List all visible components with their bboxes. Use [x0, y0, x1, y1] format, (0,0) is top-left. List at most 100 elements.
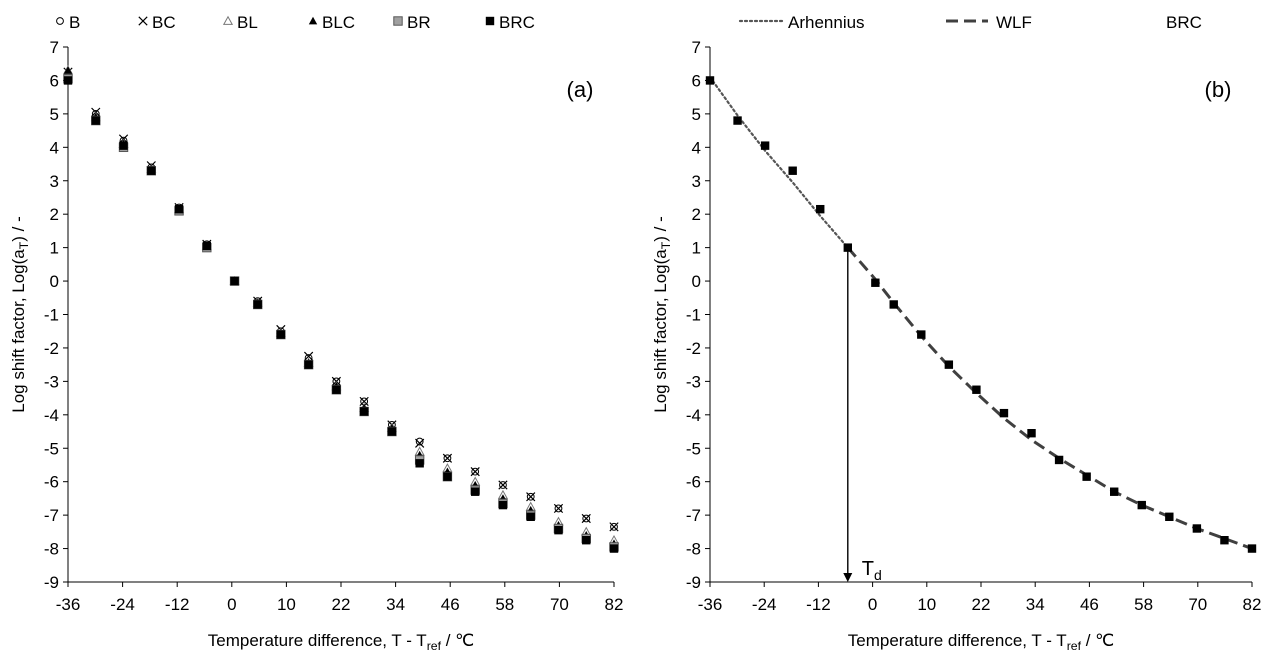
- x-tick-label: -12: [165, 595, 190, 614]
- series-B: [64, 69, 618, 531]
- x-tick-label: 58: [1134, 595, 1153, 614]
- y-tick-label: -1: [686, 306, 701, 325]
- y-tick-label: -9: [44, 573, 59, 592]
- point-BRC: [526, 512, 535, 521]
- legend-label-BR: BR: [407, 13, 431, 32]
- point-BRC: [304, 360, 313, 369]
- x-tick-label: 70: [550, 595, 569, 614]
- point-BRC: [816, 204, 825, 214]
- panel-label-b: (b): [1205, 77, 1232, 102]
- x-tick-label: 70: [1188, 595, 1207, 614]
- point-BRC: [582, 536, 591, 545]
- y-tick-label: -9: [686, 573, 701, 592]
- y-tick-label: 4: [50, 138, 59, 157]
- point-BRC: [1054, 455, 1064, 465]
- point-BRC: [889, 300, 898, 309]
- y-tick-label: -6: [686, 473, 701, 492]
- point-BRC: [1192, 524, 1202, 533]
- point-BRC: [554, 525, 563, 535]
- point-BC: [609, 522, 619, 532]
- y-tick-label: 6: [692, 71, 701, 90]
- legend-label-BC: BC: [152, 13, 176, 32]
- point-BRC: [705, 76, 715, 85]
- y-tick-label: -4: [686, 406, 701, 425]
- x-tick-label: 0: [868, 595, 877, 614]
- point-BRC: [1165, 512, 1174, 521]
- y-axis-title: Log shift factor, Log(aT) / -: [651, 216, 673, 412]
- point-BRC: [470, 487, 480, 496]
- point-BRC: [1220, 536, 1229, 545]
- point-BC: [526, 492, 536, 502]
- point-B: [415, 437, 424, 446]
- legend-label-WLF: WLF: [996, 13, 1032, 32]
- series-BC: [63, 67, 619, 532]
- point-BRC: [609, 544, 619, 553]
- series-BLC: [63, 66, 619, 547]
- x-tick-label: 22: [972, 595, 991, 614]
- point-BC: [442, 453, 453, 463]
- x-axis-title: Temperature difference, T - Tref / ℃: [208, 631, 474, 653]
- y-tick-label: 0: [692, 272, 701, 291]
- legend-marker-BLC: [308, 16, 318, 25]
- x-tick-label: 58: [495, 595, 514, 614]
- y-tick-label: -5: [686, 439, 701, 458]
- x-tick-label: 46: [1080, 595, 1099, 614]
- y-tick-label: 4: [692, 138, 701, 157]
- x-tick-label: 82: [1243, 595, 1262, 614]
- series-line-Arhennius: [708, 76, 849, 249]
- legend-marker-BL: [222, 15, 234, 25]
- y-tick-label: -7: [686, 506, 701, 525]
- x-axis-title: Temperature difference, T - Tref / ℃: [848, 631, 1114, 653]
- point-BC: [553, 503, 564, 514]
- point-BC: [498, 480, 508, 490]
- point-BC: [415, 438, 425, 448]
- legend-marker-BC: [138, 16, 148, 26]
- point-BLC: [63, 66, 73, 74]
- y-tick-label: 2: [50, 205, 59, 224]
- point-BC: [581, 513, 591, 524]
- point-BRC: [1027, 429, 1036, 438]
- x-tick-label: -24: [110, 595, 135, 614]
- point-BRC: [760, 141, 770, 150]
- y-tick-label: -5: [44, 439, 59, 458]
- point-BRC: [999, 408, 1009, 418]
- x-tick-label: 34: [1026, 595, 1045, 614]
- legend-label-BRC: BRC: [499, 13, 535, 32]
- legend-label-BL: BL: [237, 13, 258, 32]
- point-BRC: [119, 141, 128, 150]
- point-BRC: [944, 360, 954, 369]
- series-BRC: [705, 76, 1257, 553]
- point-BRC: [359, 407, 369, 416]
- x-tick-label: 10: [277, 595, 296, 614]
- series-BRC: [63, 76, 619, 553]
- y-tick-label: -3: [44, 372, 59, 391]
- legend-label-BLC: BLC: [322, 13, 355, 32]
- legend-marker-BR: [393, 16, 403, 26]
- point-BRC: [788, 166, 797, 175]
- point-BRC: [443, 472, 452, 481]
- y-tick-label: -8: [686, 540, 701, 559]
- point-BRC: [387, 427, 397, 436]
- point-BRC: [91, 116, 100, 125]
- point-BRC: [1137, 500, 1146, 510]
- annotation-arrow-head: [843, 573, 853, 582]
- y-tick-label: 6: [50, 71, 59, 90]
- y-axis-title: Log shift factor, Log(aT) / -: [9, 216, 31, 412]
- x-tick-label: -24: [752, 595, 777, 614]
- y-tick-label: -7: [44, 506, 59, 525]
- point-BRC: [230, 276, 239, 286]
- y-tick-label: -8: [44, 540, 59, 559]
- legend-marker-BRC: [485, 16, 495, 26]
- point-BRC: [972, 385, 981, 394]
- y-tick-label: 3: [692, 172, 701, 191]
- x-tick-label: -36: [698, 595, 723, 614]
- series-line-WLF: [846, 246, 1253, 551]
- y-tick-label: 3: [50, 172, 59, 191]
- series-BL: [62, 65, 620, 545]
- point-BRC: [733, 116, 742, 125]
- point-BRC: [253, 300, 262, 309]
- x-tick-label: 10: [917, 595, 936, 614]
- x-tick-label: 46: [441, 595, 460, 614]
- point-BC: [303, 351, 314, 361]
